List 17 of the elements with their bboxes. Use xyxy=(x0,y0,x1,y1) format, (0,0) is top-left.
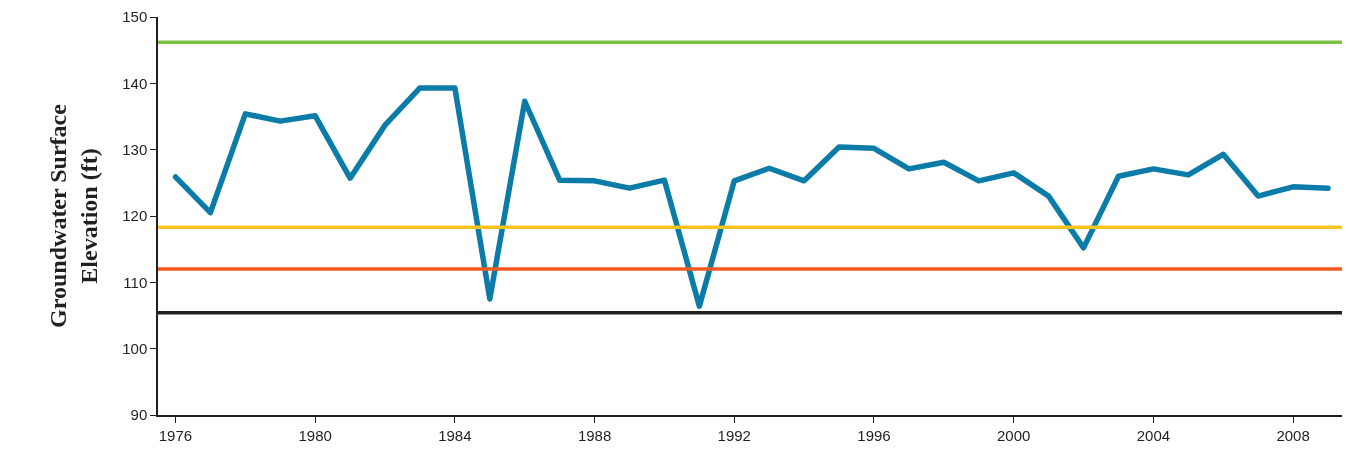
y-axis-title: Groundwater Surface Elevation (ft) xyxy=(44,103,102,328)
y-tick-label: 90 xyxy=(130,406,148,424)
y-tick-label: 120 xyxy=(122,207,148,225)
y-tick-label: 100 xyxy=(122,339,148,357)
x-tick-label: 1976 xyxy=(158,426,193,444)
x-tick-label: 1988 xyxy=(577,426,612,444)
x-tick-label: 2000 xyxy=(997,426,1031,444)
x-tick-label: 1984 xyxy=(438,426,472,444)
x-tick-label: 1992 xyxy=(717,426,751,444)
y-tick-label: 110 xyxy=(123,273,148,291)
y-tick-label: 140 xyxy=(122,74,148,92)
x-tick-label: 1996 xyxy=(857,426,891,444)
x-tick-label: 2004 xyxy=(1136,426,1171,444)
y-tick-label: 150 xyxy=(122,8,148,26)
y-tick-label: 130 xyxy=(122,140,148,158)
x-tick-label: 2008 xyxy=(1276,426,1310,444)
x-tick-label: 1980 xyxy=(298,426,332,444)
